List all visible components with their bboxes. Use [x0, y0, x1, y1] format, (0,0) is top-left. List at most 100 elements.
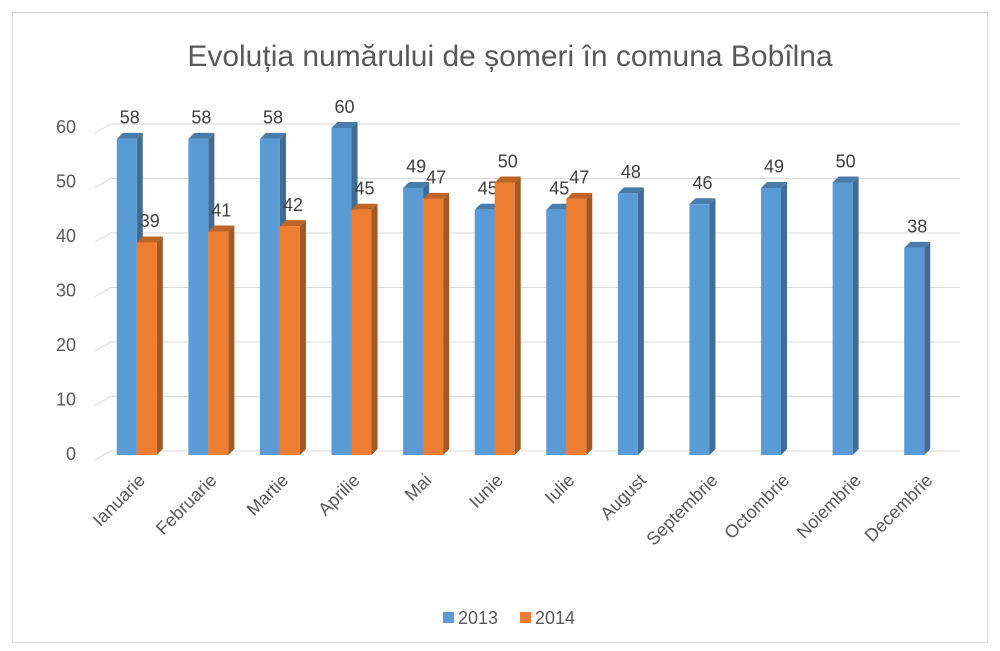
data-label: 58 [191, 108, 211, 128]
bar-top [494, 176, 521, 183]
data-label: 45 [355, 179, 375, 199]
bar-top [617, 187, 644, 194]
data-label: 60 [335, 97, 355, 117]
bar-top [188, 132, 215, 139]
data-label: 46 [692, 173, 712, 193]
bar-top [279, 220, 306, 227]
bar-top [208, 225, 235, 232]
bar-side [299, 220, 306, 455]
data-label: 47 [426, 168, 446, 188]
grid-line [94, 178, 960, 188]
bar-front [208, 231, 229, 455]
bar-front [403, 187, 424, 455]
grid-line [94, 396, 960, 406]
data-label: 38 [907, 217, 927, 237]
bar [566, 192, 593, 455]
bar-top [403, 181, 430, 188]
y-tick-label: 30 [56, 280, 76, 300]
bar [136, 236, 163, 455]
bar-front [546, 209, 567, 455]
grid-line [94, 232, 960, 243]
bar-side [709, 198, 716, 456]
grid-line [94, 287, 960, 297]
bar [904, 241, 931, 455]
data-label: 49 [406, 157, 426, 177]
grid-line [94, 341, 960, 352]
bar-top [832, 176, 859, 183]
bar [423, 192, 450, 455]
bar [494, 176, 521, 455]
bar-side [156, 236, 163, 455]
bar-top [904, 241, 931, 248]
bar-side [924, 241, 931, 455]
bar [761, 181, 788, 455]
bar-top [689, 198, 716, 205]
bar-front [188, 138, 209, 455]
legend-swatch [520, 612, 531, 623]
bar-side [514, 176, 521, 455]
bar [351, 203, 378, 455]
bar-front [351, 209, 372, 455]
bar-front [689, 204, 710, 455]
bar-top [351, 203, 378, 210]
bar-front [761, 187, 782, 455]
bar-front [832, 182, 853, 455]
grid-line [94, 450, 960, 461]
bar-front [423, 198, 444, 455]
bar-front [259, 138, 280, 455]
y-tick-label: 60 [56, 117, 76, 137]
data-label: 41 [211, 200, 231, 220]
bar-side [443, 192, 450, 455]
bar-front [331, 128, 352, 455]
bar-front [279, 226, 300, 455]
data-label: 47 [569, 168, 589, 188]
bar-top [116, 132, 143, 139]
bar-front [904, 247, 925, 455]
bar-front [116, 138, 137, 455]
bar-top [761, 181, 788, 188]
bar-top [546, 203, 573, 210]
bar [208, 225, 235, 455]
bar-top [566, 192, 593, 199]
bar [832, 176, 859, 455]
chart-title: Evoluția numărului de șomeri în comuna B… [187, 40, 833, 73]
data-label: 45 [549, 179, 569, 199]
data-label: 48 [621, 162, 641, 182]
bar-front [474, 209, 495, 455]
bar-side [371, 203, 378, 455]
y-tick-label: 40 [56, 226, 76, 246]
bar-top [259, 132, 286, 139]
bar-top [423, 192, 450, 199]
bar-side [781, 181, 788, 455]
bar-front [617, 193, 638, 455]
y-tick-label: 50 [56, 171, 76, 191]
bar [279, 220, 306, 455]
bar-side [852, 176, 859, 455]
data-label: 50 [836, 151, 856, 171]
legend-label: 2013 [458, 608, 498, 628]
grid-line [94, 123, 960, 134]
bar-front [494, 182, 515, 455]
legend-label: 2014 [535, 608, 575, 628]
bar-side [637, 187, 644, 455]
data-label: 45 [478, 179, 498, 199]
data-label: 49 [764, 157, 784, 177]
y-tick-label: 20 [56, 335, 76, 355]
bar [617, 187, 644, 455]
bar-front [566, 198, 587, 455]
legend-swatch [443, 612, 454, 623]
bar [689, 198, 716, 456]
data-label: 58 [263, 108, 283, 128]
bar-top [331, 122, 358, 128]
data-label: 50 [498, 151, 518, 171]
bar-side [228, 225, 235, 455]
bar-front [136, 242, 157, 455]
data-label: 39 [140, 211, 160, 231]
data-label: 58 [120, 108, 140, 128]
y-tick-label: 0 [66, 444, 76, 464]
data-label: 42 [283, 195, 303, 215]
bar-top [136, 236, 163, 243]
bar-side [586, 192, 593, 455]
